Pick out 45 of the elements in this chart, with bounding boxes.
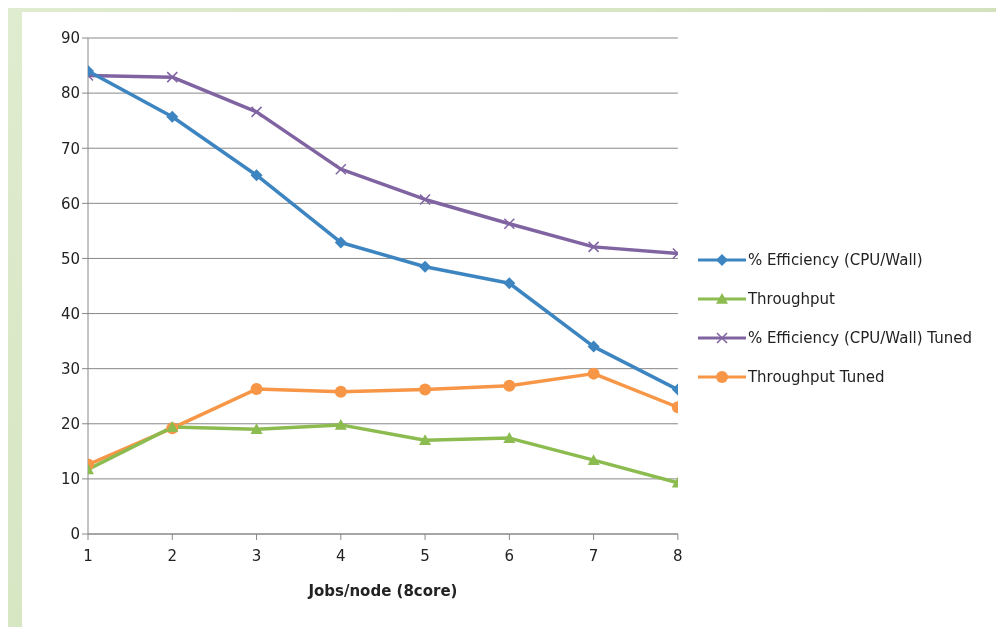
y-tick-label: 90 (60, 29, 80, 48)
y-tick-label: 70 (60, 139, 80, 158)
point (334, 418, 347, 430)
point (335, 163, 347, 175)
point (503, 277, 516, 290)
x-tick-label: 2 (167, 546, 178, 565)
point (334, 385, 347, 398)
point (503, 379, 516, 392)
y-tick-label: 80 (60, 84, 80, 103)
x-tick-label: 7 (588, 546, 599, 565)
point (166, 110, 179, 123)
y-tick-label: 0 (70, 525, 80, 544)
point (587, 367, 600, 380)
y-tick-label: 10 (60, 470, 80, 489)
y-tick-label: 50 (60, 249, 80, 268)
y-tick-label: 60 (60, 194, 80, 213)
x-tick-label: 8 (673, 546, 683, 565)
legend-label: Throughput Tuned (747, 367, 885, 386)
legend-label: % Efficiency (CPU/Wall) Tuned (747, 328, 972, 347)
y-tick-label: 30 (60, 359, 80, 378)
legend-label: Throughput (747, 289, 836, 308)
x-tick-label: 1 (83, 546, 93, 565)
point (503, 217, 516, 230)
y-tick-label: 20 (60, 415, 80, 434)
x-axis-title: Jobs/node (8core) (307, 582, 458, 600)
x-tick-label: 3 (251, 546, 262, 565)
y-tick-label: 40 (60, 304, 80, 323)
point (419, 383, 432, 396)
point (419, 193, 431, 206)
point (419, 260, 432, 273)
x-tick-label: 4 (336, 546, 346, 565)
legend-label: % Efficiency (CPU/Wall) (747, 250, 923, 269)
x-tick-label: 5 (420, 546, 430, 565)
point (166, 71, 179, 83)
point (334, 236, 347, 249)
point (587, 454, 600, 465)
point (250, 106, 263, 118)
point (250, 423, 263, 435)
point (587, 241, 600, 253)
point (250, 169, 263, 182)
point (587, 340, 600, 353)
point (503, 432, 516, 443)
point (419, 434, 432, 446)
x-tick-label: 6 (504, 546, 515, 565)
point (250, 383, 263, 396)
